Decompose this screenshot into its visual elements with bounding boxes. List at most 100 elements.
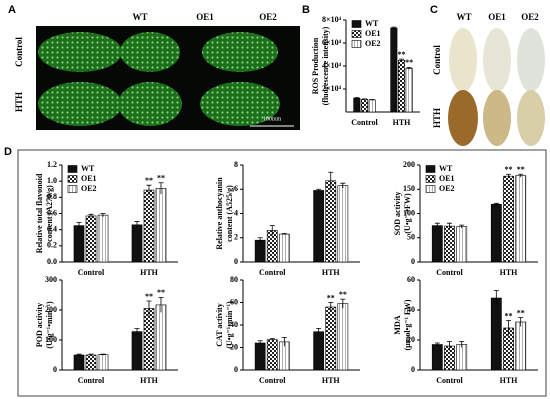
error-bar xyxy=(369,99,375,101)
error-bar xyxy=(340,298,346,309)
y-axis-label: (U•g⁻¹•min⁻¹) xyxy=(225,301,234,349)
error-bar xyxy=(493,202,499,206)
bar xyxy=(397,59,406,113)
bar xyxy=(143,308,155,371)
legend-label: WT xyxy=(439,164,453,173)
bar xyxy=(390,27,398,113)
bar xyxy=(431,344,443,371)
error-bar xyxy=(493,290,499,306)
y-tick-label: 40 xyxy=(230,320,238,329)
bar xyxy=(97,354,109,371)
bar xyxy=(503,175,514,263)
y-axis-label: (U•g⁻¹•min⁻¹) xyxy=(45,301,54,349)
legend-label: OE1 xyxy=(439,174,455,183)
y-axis-label: content (A270/g) xyxy=(45,185,54,242)
y-tick-label: 0.6 xyxy=(47,208,57,217)
bar xyxy=(368,99,376,113)
bar xyxy=(85,354,97,371)
bar xyxy=(325,180,337,263)
y-tick-label: 2×10⁴ xyxy=(322,84,342,93)
bar xyxy=(490,297,502,371)
x-tick-label: Control xyxy=(259,376,286,385)
error-bar xyxy=(134,221,140,229)
y-tick-label: 0.2 xyxy=(47,241,57,250)
bar xyxy=(360,99,369,113)
error-bar xyxy=(158,297,164,313)
error-bar xyxy=(76,221,82,229)
error-bar xyxy=(434,342,440,346)
y-tick-label: 4 xyxy=(234,208,238,217)
column-label: OE2 xyxy=(259,12,277,22)
x-tick-label: HTH xyxy=(322,376,341,385)
y-tick-label: 50 xyxy=(407,233,415,242)
y-axis-label: (U•g⁻¹•FW) xyxy=(403,193,412,234)
bar xyxy=(490,203,502,263)
significance: ** xyxy=(327,293,335,302)
y-tick-label: 200 xyxy=(45,305,57,314)
error-bar xyxy=(340,182,346,189)
bar xyxy=(325,306,337,371)
bar xyxy=(97,214,109,263)
significance: ** xyxy=(517,308,525,317)
error-bar xyxy=(158,182,164,195)
panel-label: D xyxy=(4,146,12,158)
y-axis-label: content (A525/g) xyxy=(225,185,234,242)
column-label: OE1 xyxy=(488,12,506,22)
bar xyxy=(254,342,266,371)
y-tick-label: 0.4 xyxy=(47,224,57,233)
y-tick-label: 20 xyxy=(407,335,415,344)
error-bar xyxy=(146,300,152,316)
bar xyxy=(337,185,349,263)
y-axis-label: POD activity xyxy=(35,303,44,347)
y-axis-label: Relative total flavonoid xyxy=(35,173,44,253)
error-bar xyxy=(391,26,397,29)
x-tick-label: HTH xyxy=(500,268,519,277)
y-tick-label: 80 xyxy=(230,275,238,284)
legend-label: WT xyxy=(81,164,95,173)
legend-label: OE2 xyxy=(439,184,455,193)
panel-frame xyxy=(17,149,547,397)
y-axis-label: (μmol•g⁻¹ FW) xyxy=(403,299,412,350)
x-tick-label: Control xyxy=(78,376,105,385)
y-tick-label: 40 xyxy=(407,305,415,314)
legend-swatch xyxy=(425,175,436,183)
column-label: OE1 xyxy=(196,12,214,22)
error-bar xyxy=(88,353,94,356)
legend-swatch xyxy=(425,165,436,173)
x-tick-label: Control xyxy=(78,268,105,277)
error-bar xyxy=(506,320,511,336)
significance: ** xyxy=(398,50,406,59)
error-bar xyxy=(100,353,106,356)
bar xyxy=(313,190,325,263)
bar xyxy=(515,321,527,371)
column-label: WT xyxy=(456,12,471,22)
bar xyxy=(131,224,143,263)
bar xyxy=(313,331,325,371)
y-axis-label: CAT activity xyxy=(215,303,224,346)
error-bar xyxy=(447,341,452,351)
y-tick-label: 4×10⁴ xyxy=(322,61,342,70)
error-bar xyxy=(146,184,152,195)
error-bar xyxy=(316,327,322,336)
error-bar xyxy=(134,328,140,335)
error-bar xyxy=(316,188,322,192)
y-axis-label: (fluorescence intensity) xyxy=(321,26,330,105)
legend-swatch xyxy=(67,165,78,173)
error-bar xyxy=(362,98,367,100)
y-tick-label: 200 xyxy=(403,160,415,169)
significance: ** xyxy=(145,292,153,301)
significance: ** xyxy=(339,290,347,299)
error-bar xyxy=(447,222,452,230)
bar xyxy=(266,339,278,371)
y-tick-label: 60 xyxy=(407,275,415,284)
leaf-photos xyxy=(448,28,545,146)
error-bar xyxy=(399,58,404,62)
bar xyxy=(456,226,468,263)
bar xyxy=(337,303,349,371)
row-label: HTH xyxy=(14,92,24,112)
row-label: Control xyxy=(14,37,24,67)
x-tick-label: Control xyxy=(436,268,463,277)
bar xyxy=(444,225,455,263)
y-tick-label: 1.2 xyxy=(47,160,57,169)
leaf-images xyxy=(38,32,280,126)
